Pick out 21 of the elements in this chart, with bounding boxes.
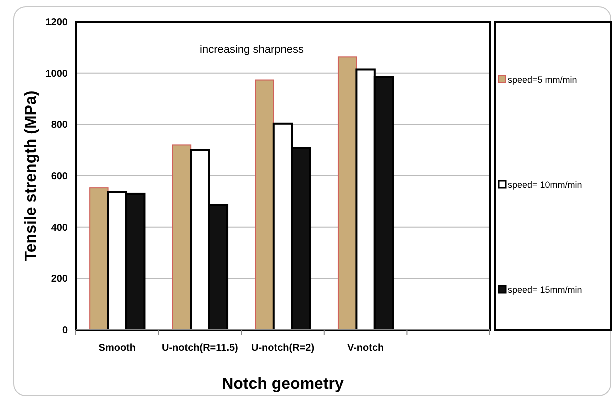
legend-label: speed= 15mm/min bbox=[508, 285, 582, 295]
annotation: increasing sharpness bbox=[200, 44, 304, 56]
bar bbox=[172, 144, 192, 330]
y-tick-label: 200 bbox=[51, 274, 68, 286]
legend-label: speed=5 mm/min bbox=[508, 75, 578, 85]
y-tick-label: 1000 bbox=[46, 68, 68, 80]
y-tick-label: 1200 bbox=[46, 18, 68, 28]
x-tick-label: U-notch(R=2) bbox=[251, 343, 315, 354]
x-tick-label: U-notch(R=11.5) bbox=[162, 343, 238, 354]
bar bbox=[338, 56, 358, 330]
x-tick-label: Smooth bbox=[98, 343, 136, 354]
y-tick-label: 400 bbox=[51, 222, 68, 234]
bar bbox=[255, 80, 274, 330]
y-tick-label: 600 bbox=[51, 172, 68, 182]
y-tick-label: 0 bbox=[62, 326, 68, 336]
legend-label: speed= 10mm/min bbox=[508, 180, 582, 190]
x-tick-label: V-notch bbox=[347, 343, 384, 354]
y-axis-title: Tensile strength (MPa) bbox=[23, 90, 40, 262]
x-axis-title: Notch geometry bbox=[222, 376, 344, 393]
y-tick-label: 800 bbox=[51, 120, 68, 132]
bar bbox=[90, 188, 109, 330]
